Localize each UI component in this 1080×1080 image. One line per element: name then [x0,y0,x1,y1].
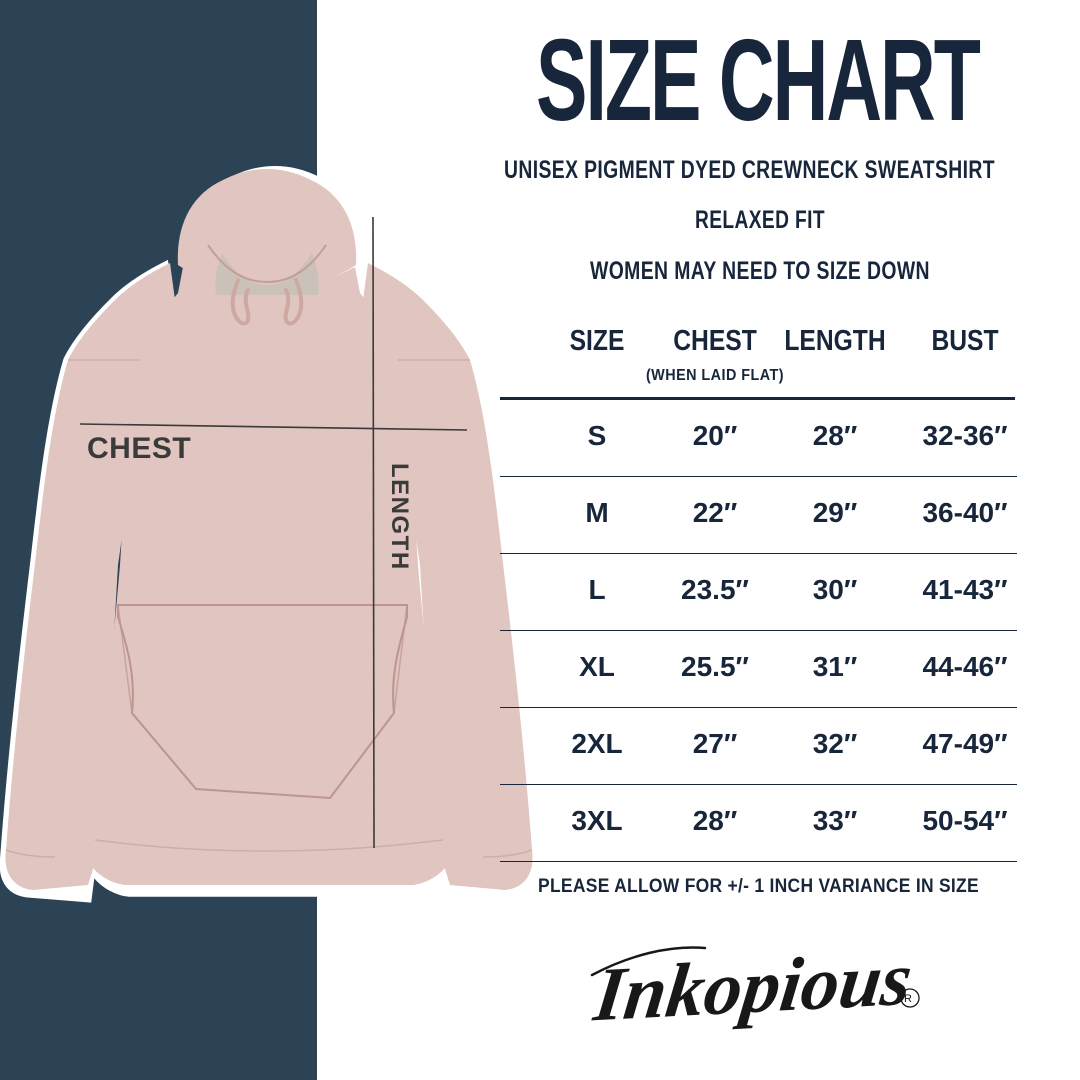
svg-text:R: R [904,993,912,1005]
svg-text:Inkopious: Inkopious [589,936,917,1038]
